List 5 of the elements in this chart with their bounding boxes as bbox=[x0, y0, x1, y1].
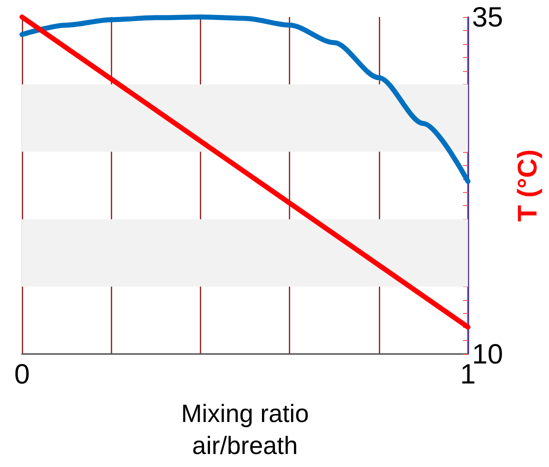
y-tick-label: 35 bbox=[472, 2, 504, 32]
y-axis-title: T (°C) bbox=[512, 149, 542, 222]
x-tick-label: 0 bbox=[14, 358, 30, 390]
y-tick-label: 10 bbox=[472, 338, 504, 370]
x-axis-title: Mixing ratio air/breath bbox=[181, 400, 309, 460]
